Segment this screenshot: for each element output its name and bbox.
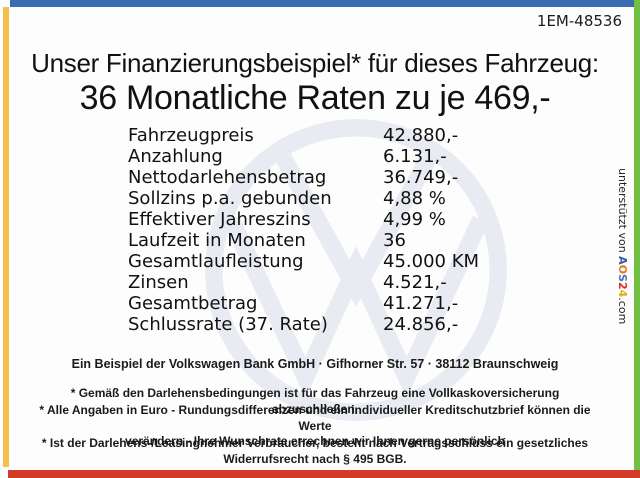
table-row: Gesamtlaufleistung 45.000 KM xyxy=(128,251,583,272)
frame-top-bar xyxy=(10,0,634,7)
table-row: Anzahlung 6.131,- xyxy=(128,146,583,167)
table-row: Sollzins p.a. gebunden 4,88 % xyxy=(128,188,583,209)
page-title: Unser Finanzierungsbeispiel* für dieses … xyxy=(31,48,599,78)
disclaimer-line: Widerrufsrecht nach § 495 BGB. xyxy=(223,451,407,466)
disclaimer-line: verändern - Ihre Wunschrate errechnen wi… xyxy=(125,434,505,448)
table-row: Fahrzeugpreis 42.880,- xyxy=(128,125,583,146)
row-label: Fahrzeugpreis xyxy=(128,125,254,146)
disclaimer-line: * Gemäß den Darlehensbedingungen ist für… xyxy=(70,386,560,416)
disclaimer-euro-values: * Alle Angaben in Euro - Rundungsdiffere… xyxy=(30,403,600,450)
aos24-logo: O xyxy=(616,264,629,275)
row-value: 45.000 KM xyxy=(383,251,480,272)
row-label: Gesamtlaufleistung xyxy=(128,251,304,272)
row-value: 41.271,- xyxy=(383,293,459,314)
table-row: Nettodarlehensbetrag 36.749,- xyxy=(128,167,583,188)
row-label: Zinsen xyxy=(128,272,189,293)
frame-bottom-bar xyxy=(8,470,640,478)
table-row: Gesamtbetrag 41.271,- xyxy=(128,293,583,314)
row-value: 4,88 % xyxy=(383,188,446,209)
row-label: Nettodarlehensbetrag xyxy=(128,167,327,188)
aos24-logo: 2 xyxy=(616,281,629,290)
supported-by-credit: unterstützt von AOS24.com xyxy=(616,168,629,324)
monthly-rate-headline: 36 Monatliche Raten zu je 469,- xyxy=(79,79,551,117)
frame-right-bar xyxy=(634,0,640,470)
disclaimer-insurance: * Gemäß den Darlehensbedingungen ist für… xyxy=(30,386,600,417)
row-value: 36 xyxy=(383,230,406,251)
aos24-logo: S xyxy=(616,274,629,282)
aos24-logo: A xyxy=(616,256,629,265)
row-label: Effektiver Jahreszins xyxy=(128,209,311,230)
row-label: Gesamtbetrag xyxy=(128,293,258,314)
row-label: Anzahlung xyxy=(128,146,223,167)
supported-by-label: unterstützt von xyxy=(616,168,629,257)
document-number: 1EM-48536 xyxy=(536,12,622,30)
table-row: Schlussrate (37. Rate) 24.856,- xyxy=(128,314,583,335)
aos24-domain-suffix: .com xyxy=(616,297,629,325)
aos24-logo: 4 xyxy=(616,289,629,298)
row-value: 42.880,- xyxy=(383,125,459,146)
table-row: Effektiver Jahreszins 4,99 % xyxy=(128,209,583,230)
row-label: Laufzeit in Monaten xyxy=(128,230,306,251)
disclaimer-withdrawal-right: * Ist der Darlehens-/Leasingnehmer Verbr… xyxy=(30,436,600,467)
row-label: Sollzins p.a. gebunden xyxy=(128,188,332,209)
row-value: 24.856,- xyxy=(383,314,459,335)
table-row: Zinsen 4.521,- xyxy=(128,272,583,293)
disclaimer-line: * Ist der Darlehens-/Leasingnehmer Verbr… xyxy=(41,436,589,450)
row-label: Schlussrate (37. Rate) xyxy=(128,314,328,335)
finance-table: Fahrzeugpreis 42.880,- Anzahlung 6.131,-… xyxy=(128,125,583,335)
table-row: Laufzeit in Monaten 36 xyxy=(128,230,583,251)
row-value: 36.749,- xyxy=(383,167,459,188)
row-value: 6.131,- xyxy=(383,146,447,167)
row-value: 4,99 % xyxy=(383,209,446,230)
row-value: 4.521,- xyxy=(383,272,447,293)
bank-address: Ein Beispiel der Volkswagen Bank GmbH · … xyxy=(71,357,559,371)
disclaimer-line: * Alle Angaben in Euro - Rundungsdiffere… xyxy=(39,403,591,433)
frame-left-bar xyxy=(3,7,9,467)
